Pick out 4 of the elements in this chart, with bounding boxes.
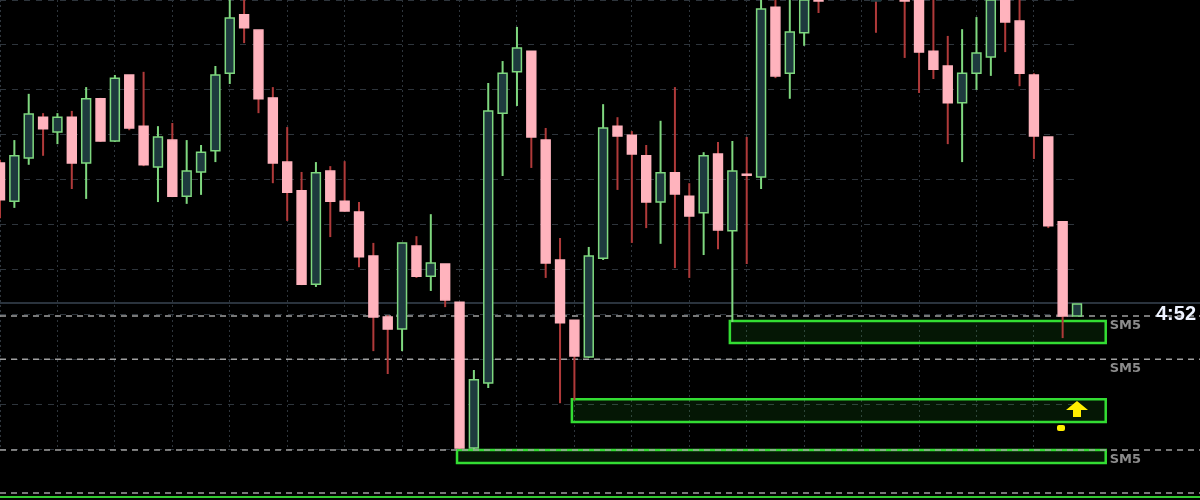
ref-line-label: SM5	[1109, 360, 1142, 376]
ref-line-label: SM5	[1109, 316, 1142, 332]
text: 4:52	[1155, 302, 1196, 325]
ref-line-label: SM5	[1109, 450, 1142, 466]
